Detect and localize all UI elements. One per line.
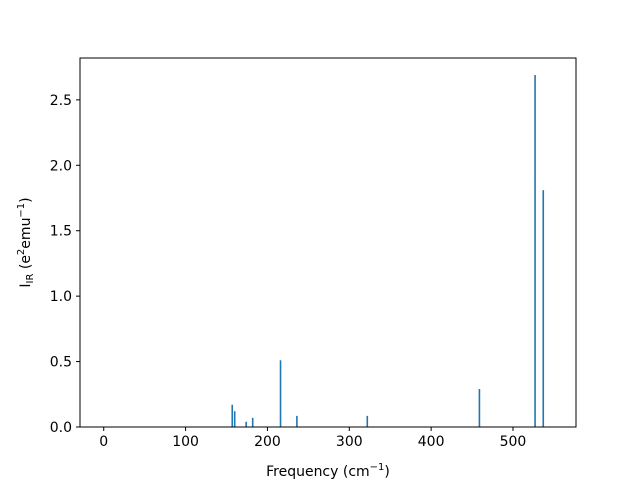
x-tick-label: 100 [172,434,199,450]
bar [296,415,298,427]
bar [251,417,254,427]
y-axis-label-part: I [18,284,34,288]
bar [542,190,545,427]
x-tick-label: 500 [500,434,527,450]
x-axis-label: Frequency (cm−1) [266,462,390,480]
y-tick-label: 2.0 [50,158,72,174]
y-axis-label-part: ) [18,197,34,202]
bar [231,404,234,427]
bar [279,360,282,427]
y-axis-label-part: 2 [16,249,27,255]
y-axis-label-part: −1 [16,203,27,218]
y-tick-label: 0.5 [50,355,72,371]
bar [534,75,536,428]
y-axis-label: IIR (e2emu−1) [16,197,36,287]
x-axis-label-part: −1 [370,462,385,473]
x-tick-label: 400 [418,434,445,450]
x-axis-label-part: ) [384,464,389,480]
x-tick-label: 300 [336,434,363,450]
y-tick-label: 1.0 [50,289,72,305]
y-tick-label: 0.0 [50,420,72,436]
x-axis-label-part: Frequency (cm [266,464,370,480]
bar [245,421,247,427]
x-tick-label: 200 [254,434,281,450]
y-axis-label-part: IR [25,274,36,284]
bar [233,411,236,427]
x-tick-label: 0 [99,434,108,450]
bar [478,389,481,427]
y-tick-label: 2.5 [50,93,72,109]
bar [366,415,369,427]
axes-frame [79,57,577,428]
y-tick-label: 1.5 [50,224,72,240]
y-axis-label-part: (e [18,255,34,274]
y-axis-label-part: emu [18,218,34,249]
